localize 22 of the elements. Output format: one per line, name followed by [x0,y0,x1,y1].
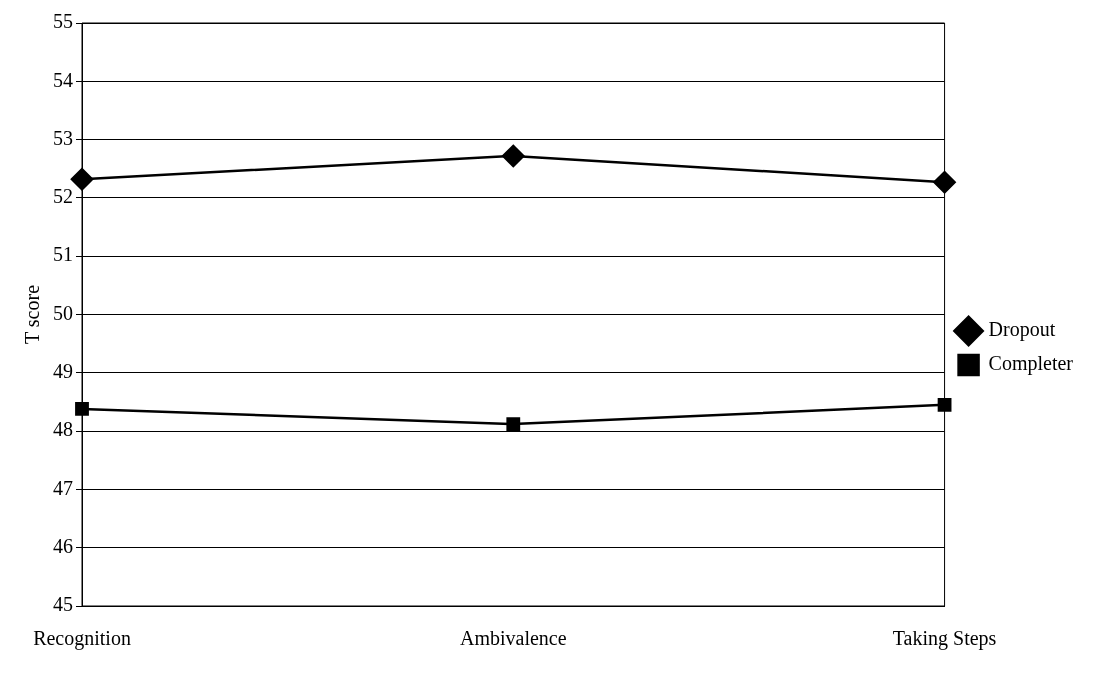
x-tick-label: Taking Steps [892,627,997,651]
y-tick-label: 51 [53,243,73,266]
y-tick-label: 52 [53,185,73,208]
x-tick-label: Recognition [33,627,131,651]
y-axis-title: T score [21,284,44,345]
y-tick-label: 45 [53,593,73,616]
point [75,402,89,416]
legend-label: Completer [988,352,1074,376]
point [502,144,525,168]
point [506,417,521,432]
point [937,397,952,412]
y-tick-label: 49 [53,360,73,383]
y-tick-label: 55 [53,10,73,33]
y-tick-label: 46 [53,534,73,557]
y-tick-label: 48 [53,418,73,441]
y-tick-label: 53 [53,126,73,149]
y-tick-label: 54 [53,68,73,91]
legend-label: Dropout [988,318,1056,342]
x-tick-label: Ambivalence [459,627,567,650]
point [933,170,956,194]
y-tick-label: 47 [53,476,73,499]
y-tick-label: 50 [53,301,73,324]
